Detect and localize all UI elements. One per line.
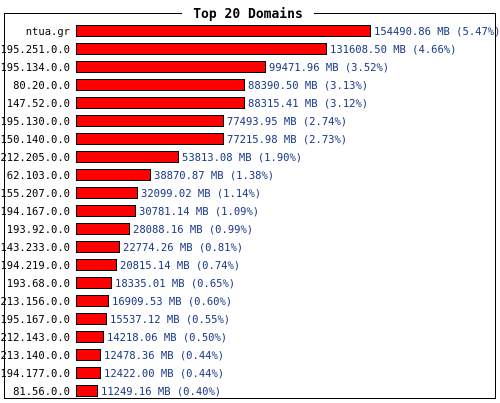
bar xyxy=(76,133,224,145)
category-label: 147.52.0.0 xyxy=(7,98,70,110)
chart-title-background xyxy=(182,4,314,24)
category-label: ntua.gr xyxy=(26,26,70,38)
category-label: 155.207.0.0 xyxy=(0,188,70,200)
category-label: 193.68.0.0 xyxy=(7,278,70,290)
category-label: 195.251.0.0 xyxy=(0,44,70,56)
category-label: 194.177.0.0 xyxy=(0,368,70,380)
value-label: 38870.87 MB (1.38%) xyxy=(154,170,274,182)
value-label: 16909.53 MB (0.60%) xyxy=(112,296,232,308)
bar xyxy=(76,61,266,73)
bar xyxy=(76,367,101,379)
bar xyxy=(76,295,109,307)
bar xyxy=(76,223,130,235)
value-label: 77493.95 MB (2.74%) xyxy=(227,116,347,128)
chart-title: Top 20 Domains xyxy=(193,7,303,22)
category-label: 195.167.0.0 xyxy=(0,314,70,326)
value-label: 131608.50 MB (4.66%) xyxy=(330,44,456,56)
bar xyxy=(76,187,138,199)
category-label: 80.20.0.0 xyxy=(13,80,70,92)
value-label: 32099.02 MB (1.14%) xyxy=(141,188,261,200)
value-label: 28088.16 MB (0.99%) xyxy=(133,224,253,236)
bar xyxy=(76,25,371,37)
bar xyxy=(76,385,98,397)
value-label: 22774.26 MB (0.81%) xyxy=(123,242,243,254)
bar xyxy=(76,331,104,343)
bar xyxy=(76,349,101,361)
value-label: 30781.14 MB (1.09%) xyxy=(139,206,259,218)
value-label: 14218.06 MB (0.50%) xyxy=(107,332,227,344)
bar xyxy=(76,205,136,217)
value-label: 88315.41 MB (3.12%) xyxy=(248,98,368,110)
value-label: 15537.12 MB (0.55%) xyxy=(110,314,230,326)
bar xyxy=(76,115,224,127)
category-label: 62.103.0.0 xyxy=(7,170,70,182)
value-label: 11249.16 MB (0.40%) xyxy=(101,386,221,398)
bar xyxy=(76,43,327,55)
bar xyxy=(76,313,107,325)
value-label: 18335.01 MB (0.65%) xyxy=(115,278,235,290)
category-label: 212.143.0.0 xyxy=(0,332,70,344)
category-label: 81.56.0.0 xyxy=(13,386,70,398)
value-label: 12422.00 MB (0.44%) xyxy=(104,368,224,380)
chart-rows: ntua.gr 154490.86 MB (5.47%) 195.251.0.0 13… xyxy=(0,25,500,398)
category-label: 195.130.0.0 xyxy=(0,116,70,128)
category-label: 193.92.0.0 xyxy=(7,224,70,236)
category-label: 194.219.0.0 xyxy=(0,260,70,272)
value-label: 99471.96 MB (3.52%) xyxy=(269,62,389,74)
value-label: 20815.14 MB (0.74%) xyxy=(120,260,240,272)
bar xyxy=(76,277,112,289)
bar xyxy=(76,151,179,163)
category-label: 213.140.0.0 xyxy=(0,350,70,362)
bar xyxy=(76,97,245,109)
bar xyxy=(76,169,151,181)
category-label: 194.167.0.0 xyxy=(0,206,70,218)
category-label: 213.156.0.0 xyxy=(0,296,70,308)
value-label: 154490.86 MB (5.47%) xyxy=(374,26,500,38)
category-label: 150.140.0.0 xyxy=(0,134,70,146)
value-label: 88390.50 MB (3.13%) xyxy=(248,80,368,92)
category-label: 212.205.0.0 xyxy=(0,152,70,164)
category-label: 195.134.0.0 xyxy=(0,62,70,74)
bar xyxy=(76,241,120,253)
value-label: 12478.36 MB (0.44%) xyxy=(104,350,224,362)
category-label: 143.233.0.0 xyxy=(0,242,70,254)
value-label: 53813.08 MB (1.90%) xyxy=(182,152,302,164)
bar xyxy=(76,259,117,271)
bar xyxy=(76,79,245,91)
value-label: 77215.98 MB (2.73%) xyxy=(227,134,347,146)
